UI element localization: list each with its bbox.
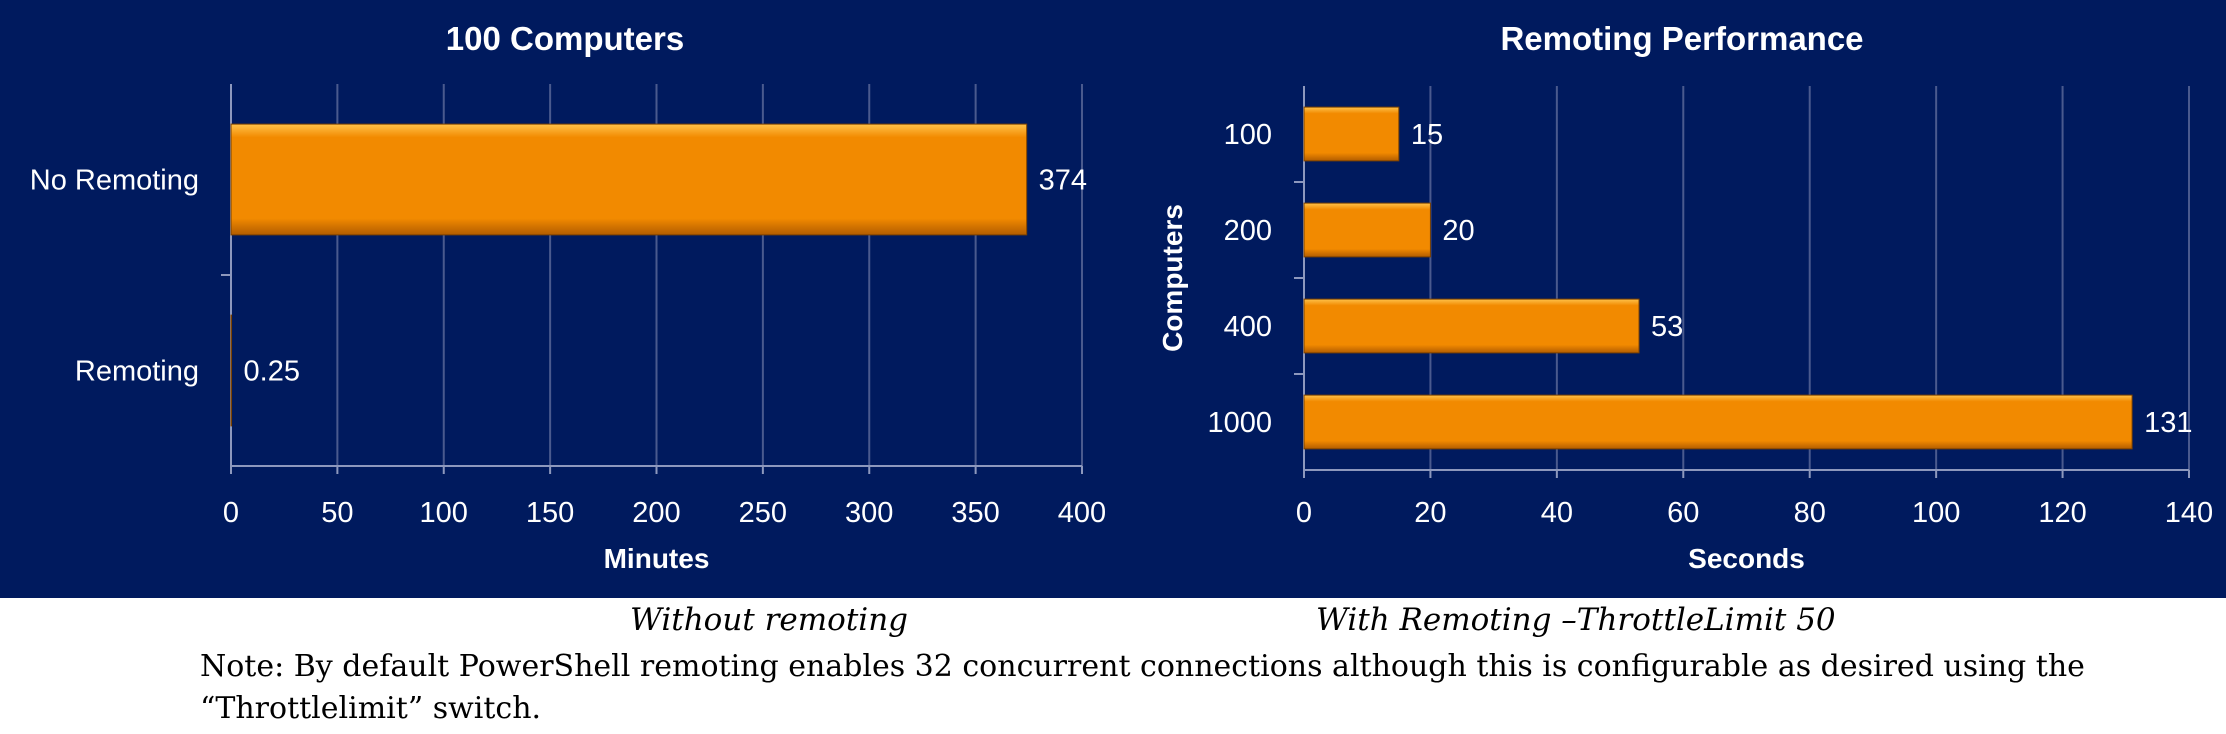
x-axis-label: Seconds bbox=[1688, 543, 1805, 574]
data-label: 15 bbox=[1411, 119, 1443, 151]
x-tick-label: 300 bbox=[845, 497, 893, 529]
bar bbox=[1303, 298, 1640, 354]
x-tick-label: 40 bbox=[1541, 497, 1573, 529]
data-label: 53 bbox=[1651, 311, 1683, 343]
x-tick-label: 100 bbox=[420, 497, 468, 529]
caption-left: Without remoting bbox=[630, 602, 909, 638]
data-label: 131 bbox=[2144, 407, 2192, 439]
x-tick-label: 120 bbox=[2038, 497, 2086, 529]
x-tick-label: 60 bbox=[1667, 497, 1699, 529]
caption-right: With Remoting –ThrottleLimit 50 bbox=[1316, 602, 1836, 638]
x-tick-label: 80 bbox=[1794, 497, 1826, 529]
x-tick-label: 200 bbox=[632, 497, 680, 529]
y-category-label: No Remoting bbox=[30, 165, 199, 197]
bar bbox=[230, 123, 1028, 236]
bar bbox=[1303, 394, 2133, 450]
x-tick-label: 140 bbox=[2165, 497, 2213, 529]
y-axis-label: Computers bbox=[1157, 204, 1188, 352]
chart-panel-left: 100 Computers 0 50 100 150 200 250 300 350 400 No … bbox=[0, 0, 1130, 598]
chart-panel-right: Remoting Performance 0 20 40 60 80 100 120 140 10… bbox=[1130, 0, 2226, 598]
x-tick-label: 150 bbox=[526, 497, 574, 529]
chart-right: Remoting Performance 0 20 40 60 80 100 120 140 10… bbox=[1157, 20, 2213, 574]
chart-left: 100 Computers 0 50 100 150 200 250 300 350 400 No … bbox=[30, 20, 1106, 574]
footnote: Note: By default PowerShell remoting ena… bbox=[200, 649, 2085, 726]
x-tick-label: 400 bbox=[1058, 497, 1106, 529]
y-category-label: 200 bbox=[1224, 215, 1272, 247]
x-axis-label: Minutes bbox=[604, 543, 710, 574]
x-tick-label: 100 bbox=[1912, 497, 1960, 529]
y-category-label: 100 bbox=[1224, 119, 1272, 151]
data-label: 374 bbox=[1039, 165, 1087, 197]
x-tick-label: 50 bbox=[321, 497, 353, 529]
chart-title: Remoting Performance bbox=[1500, 20, 1863, 57]
y-category-label: 1000 bbox=[1207, 407, 1272, 439]
y-category-label: Remoting bbox=[75, 356, 199, 388]
x-tick-label: 0 bbox=[1296, 497, 1312, 529]
bar bbox=[1303, 202, 1431, 258]
x-tick-label: 0 bbox=[223, 497, 239, 529]
bar bbox=[1303, 106, 1400, 162]
x-tick-label: 350 bbox=[951, 497, 999, 529]
y-category-label: 400 bbox=[1224, 311, 1272, 343]
data-label: 20 bbox=[1442, 215, 1474, 247]
x-tick-label: 20 bbox=[1414, 497, 1446, 529]
chart-title: 100 Computers bbox=[446, 20, 684, 57]
data-label: 0.25 bbox=[244, 356, 300, 388]
x-tick-label: 250 bbox=[739, 497, 787, 529]
bar bbox=[230, 314, 233, 427]
